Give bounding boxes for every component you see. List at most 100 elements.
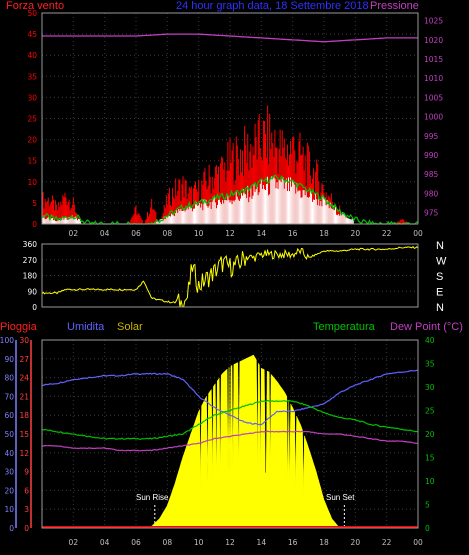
humidity-tick-label: 70 (4, 392, 14, 401)
direction-tick-label: 360 (23, 240, 38, 249)
wind-tick-label: 15 (27, 157, 37, 166)
x-tick-label: 12 (225, 229, 235, 238)
wind-pressure-panel: 0510152025303540455097598098599099510001… (27, 9, 443, 238)
pressure-line (42, 33, 418, 43)
dewpoint-label: Dew Point (°C) (390, 321, 463, 333)
sunset-label: Sun Set (326, 493, 355, 502)
humidity-label: Umidita (67, 321, 105, 333)
plot-frame (41, 339, 419, 529)
humidity-tick-label: 40 (4, 449, 14, 458)
plot-frame (41, 12, 419, 225)
pressure-tick-label: 990 (424, 151, 439, 160)
temperature-tick-label: 5 (425, 501, 430, 510)
humidity-tick-label: 10 (4, 505, 14, 514)
wind-direction-line (41, 245, 419, 308)
compass-letter: N (436, 302, 444, 314)
rain-tick-label: 3 (24, 505, 29, 514)
humidity-tick-label: 50 (4, 430, 14, 439)
humidity-tick-label: 100 (0, 336, 14, 345)
rain-tick-label: 0 (24, 524, 29, 533)
x-tick-label: 14 (257, 229, 267, 238)
rain-tick-label: 6 (24, 486, 29, 495)
x-tick-label: 14 (257, 538, 267, 547)
x-tick-label: 04 (100, 538, 110, 547)
x-tick-label: 18 (319, 229, 329, 238)
pressure-tick-label: 980 (424, 189, 439, 198)
temperature-tick-label: 25 (425, 407, 435, 416)
humidity-line (41, 369, 419, 426)
pressure-tick-label: 1015 (424, 55, 443, 64)
humidity-tick-label: 90 (4, 355, 14, 364)
compass-letter: W (436, 256, 447, 268)
compass-letter: S (436, 271, 443, 283)
pressure-label: Pressione (370, 0, 419, 12)
pressure-tick-label: 1020 (424, 36, 443, 45)
x-tick-label: 02 (69, 229, 79, 238)
temperature-tick-label: 15 (425, 454, 435, 463)
temperature-label: Temperatura (313, 321, 376, 333)
wind-tick-label: 20 (27, 136, 37, 145)
humidity-tick-label: 20 (4, 486, 14, 495)
x-tick-label: 22 (382, 538, 392, 547)
rain-tick-label: 12 (19, 449, 29, 458)
pressure-tick-label: 1000 (424, 113, 443, 122)
pressure-tick-label: 1010 (424, 74, 443, 83)
plot-frame (41, 243, 419, 308)
wind-speed-label: Forza vento (6, 0, 64, 12)
x-tick-label: 16 (288, 229, 298, 238)
solar-area (143, 354, 341, 529)
direction-tick-label: 0 (32, 303, 37, 312)
temperature-line (41, 399, 419, 440)
compass-letter: N (436, 240, 444, 252)
rain-tick-label: 27 (19, 355, 29, 364)
chart-title: 24 hour graph data, 18 Settembre 2018 (176, 0, 369, 12)
rain-tick-label: 18 (19, 411, 29, 420)
rain-tick-label: 30 (19, 336, 29, 345)
wind-tick-label: 30 (27, 93, 37, 102)
x-tick-label: 06 (131, 538, 141, 547)
rain-tick-label: 9 (24, 468, 29, 477)
direction-tick-label: 90 (27, 287, 37, 296)
chart-labels: Forza vento 24 hour graph data, 18 Sette… (0, 0, 463, 502)
temperature-tick-label: 10 (425, 477, 435, 486)
temperature-tick-label: 30 (425, 383, 435, 392)
wind-tick-label: 5 (32, 199, 37, 208)
humidity-tick-label: 80 (4, 374, 14, 383)
pressure-tick-label: 1025 (424, 17, 443, 26)
compass-letter: E (436, 287, 443, 299)
wind-tick-label: 40 (27, 51, 37, 60)
x-tick-label: 16 (288, 538, 298, 547)
wind-tick-label: 10 (27, 178, 37, 187)
x-tick-label: 06 (131, 229, 141, 238)
pressure-tick-label: 1005 (424, 93, 443, 102)
x-tick-label: 08 (163, 229, 173, 238)
humidity-tick-label: 0 (9, 524, 14, 533)
x-tick-label: 20 (351, 229, 361, 238)
x-tick-label: 10 (194, 229, 204, 238)
temperature-tick-label: 35 (425, 360, 435, 369)
x-tick-label: 04 (100, 229, 110, 238)
x-tick-label: 22 (382, 229, 392, 238)
sunrise-label: Sun Rise (136, 493, 169, 502)
x-tick-label: 00 (413, 229, 423, 238)
x-tick-label: 18 (319, 538, 329, 547)
direction-tick-label: 270 (23, 256, 38, 265)
temperature-tick-label: 40 (425, 336, 435, 345)
x-tick-label: 12 (225, 538, 235, 547)
rain-tick-label: 15 (19, 430, 29, 439)
pressure-tick-label: 975 (424, 208, 439, 217)
solar-label: Solar (117, 321, 143, 333)
wind-tick-label: 50 (27, 9, 37, 18)
wind-tick-label: 0 (32, 220, 37, 229)
pressure-tick-label: 985 (424, 170, 439, 179)
x-tick-label: 02 (69, 538, 79, 547)
humidity-tick-label: 30 (4, 468, 14, 477)
rain-tick-label: 21 (19, 392, 29, 401)
x-tick-label: 08 (163, 538, 173, 547)
wind-tick-label: 35 (27, 72, 37, 81)
temperature-tick-label: 0 (425, 524, 430, 533)
rain-tick-label: 24 (19, 374, 29, 383)
x-tick-label: 10 (194, 538, 204, 547)
